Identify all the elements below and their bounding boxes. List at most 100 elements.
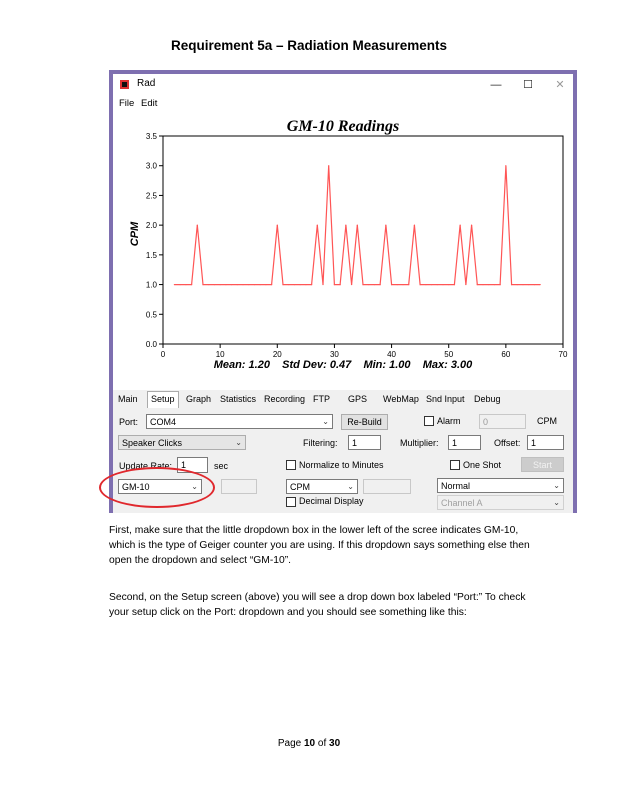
axes: 0 10 20 30 40 50 60 70 0.0 0.5 1.0 1.5 2.0 2.5 3.0 3.5 bbox=[146, 132, 568, 359]
tab-recording[interactable]: Recording bbox=[264, 394, 306, 404]
footer-page-word: Page bbox=[277, 738, 302, 749]
data-point bbox=[470, 224, 473, 226]
data-point bbox=[402, 283, 404, 286]
data-point bbox=[442, 283, 444, 286]
data-point bbox=[419, 283, 421, 286]
data-point bbox=[265, 283, 267, 286]
x-tick-label: 70 bbox=[559, 350, 568, 359]
decimal-display-checkbox[interactable] bbox=[286, 497, 296, 507]
port-dropdown[interactable]: COM4 ⌄ bbox=[146, 414, 333, 429]
data-point bbox=[499, 283, 501, 286]
data-point bbox=[510, 283, 513, 286]
data-point bbox=[488, 283, 490, 286]
sec-label: sec bbox=[214, 461, 229, 471]
close-button[interactable]: ✕ bbox=[555, 79, 565, 91]
data-point bbox=[373, 283, 376, 286]
normalize-checkbox[interactable] bbox=[286, 460, 296, 470]
tab-graph[interactable]: Graph bbox=[186, 394, 212, 404]
multiplier-label: Multiplier: bbox=[400, 438, 439, 448]
data-point bbox=[448, 283, 450, 286]
chevron-down-icon: ⌄ bbox=[553, 481, 560, 490]
plot-frame bbox=[162, 135, 564, 345]
paragraph-1: First, make sure that the little dropdow… bbox=[109, 525, 530, 566]
data-point bbox=[350, 283, 353, 286]
one-shot-label: One Shot bbox=[463, 460, 502, 470]
data-point bbox=[293, 283, 296, 286]
x-tick-label: 40 bbox=[387, 350, 396, 359]
data-point bbox=[368, 283, 370, 286]
data-point bbox=[305, 283, 307, 286]
y-tick-label: 1.5 bbox=[146, 251, 158, 260]
data-point bbox=[522, 283, 524, 286]
data-point bbox=[276, 224, 278, 226]
tab-debug[interactable]: Debug bbox=[474, 394, 501, 404]
data-point bbox=[213, 283, 216, 286]
data-point bbox=[253, 283, 256, 286]
menu-file[interactable]: File bbox=[119, 98, 135, 109]
data-point bbox=[288, 283, 290, 286]
data-point bbox=[362, 283, 364, 286]
sound-value: Speaker Clicks bbox=[122, 438, 183, 448]
units-value: CPM bbox=[290, 482, 310, 492]
port-value: COM4 bbox=[150, 417, 177, 427]
paragraph-2: Second, on the Setup screen (above) you … bbox=[109, 592, 526, 618]
data-point bbox=[396, 283, 398, 286]
series bbox=[173, 165, 541, 286]
decimal-display-label: Decimal Display bbox=[299, 496, 364, 506]
menu-edit[interactable]: Edit bbox=[141, 98, 158, 109]
data-point bbox=[208, 283, 210, 286]
tab-setup[interactable]: Setup bbox=[147, 391, 179, 408]
data-point bbox=[436, 283, 438, 286]
x-tick-label: 30 bbox=[330, 350, 339, 359]
filtering-field[interactable]: 1 bbox=[348, 435, 381, 450]
data-point bbox=[379, 283, 381, 286]
rebuild-button[interactable]: Re-Build bbox=[341, 414, 388, 430]
start-button[interactable]: Start bbox=[521, 457, 564, 472]
data-point bbox=[236, 283, 238, 286]
data-point bbox=[219, 283, 221, 286]
tab-snd-input[interactable]: Snd Input bbox=[426, 394, 465, 404]
sound-dropdown[interactable]: Speaker Clicks ⌄ bbox=[118, 435, 246, 450]
page-footer: Page 10 of 30 bbox=[0, 738, 618, 749]
minimize-button[interactable]: — bbox=[490, 79, 502, 91]
channel-dropdown[interactable]: Channel A ⌄ bbox=[437, 495, 564, 510]
offset-field[interactable]: 1 bbox=[527, 435, 564, 450]
port-label: Port: bbox=[119, 417, 139, 427]
data-point bbox=[493, 283, 496, 286]
alarm-checkbox[interactable] bbox=[424, 416, 434, 426]
data-point bbox=[356, 224, 358, 226]
chevron-down-icon: ⌄ bbox=[347, 482, 354, 491]
mode-dropdown[interactable]: Normal ⌄ bbox=[437, 478, 564, 493]
tab-statistics[interactable]: Statistics bbox=[220, 394, 257, 404]
chevron-down-icon: ⌄ bbox=[235, 438, 242, 447]
one-shot-checkbox[interactable] bbox=[450, 460, 460, 470]
data-point bbox=[322, 283, 324, 286]
y-axis-label: CPM bbox=[129, 221, 141, 246]
units-dropdown[interactable]: CPM ⌄ bbox=[286, 479, 358, 494]
alarm-value-field[interactable]: 0 bbox=[479, 414, 526, 429]
tab-gps[interactable]: GPS bbox=[348, 394, 368, 404]
data-point bbox=[333, 283, 336, 286]
x-tick-label: 10 bbox=[216, 350, 225, 359]
y-tick-label: 1.0 bbox=[146, 281, 158, 290]
footer-total-pages: 30 bbox=[329, 738, 341, 749]
data-point bbox=[316, 224, 318, 226]
x-tick-label: 60 bbox=[501, 350, 510, 359]
data-point bbox=[179, 283, 181, 286]
x-tick-label: 50 bbox=[444, 350, 453, 359]
data-point bbox=[505, 165, 507, 167]
multiplier-field[interactable]: 1 bbox=[448, 435, 481, 450]
maximize-button[interactable]: ☐ bbox=[523, 79, 533, 91]
data-point bbox=[385, 224, 387, 226]
data-point bbox=[299, 283, 301, 286]
counter-extra-field[interactable] bbox=[221, 479, 257, 494]
data-point bbox=[459, 224, 461, 226]
tab-ftp[interactable]: FTP bbox=[313, 394, 330, 404]
units-extra-field[interactable] bbox=[363, 479, 411, 494]
tab-main[interactable]: Main bbox=[118, 394, 138, 404]
data-point bbox=[430, 283, 433, 286]
data-point bbox=[248, 283, 250, 286]
channel-value: Channel A bbox=[441, 498, 483, 508]
data-point bbox=[173, 283, 176, 286]
tab-webmap[interactable]: WebMap bbox=[383, 394, 419, 404]
